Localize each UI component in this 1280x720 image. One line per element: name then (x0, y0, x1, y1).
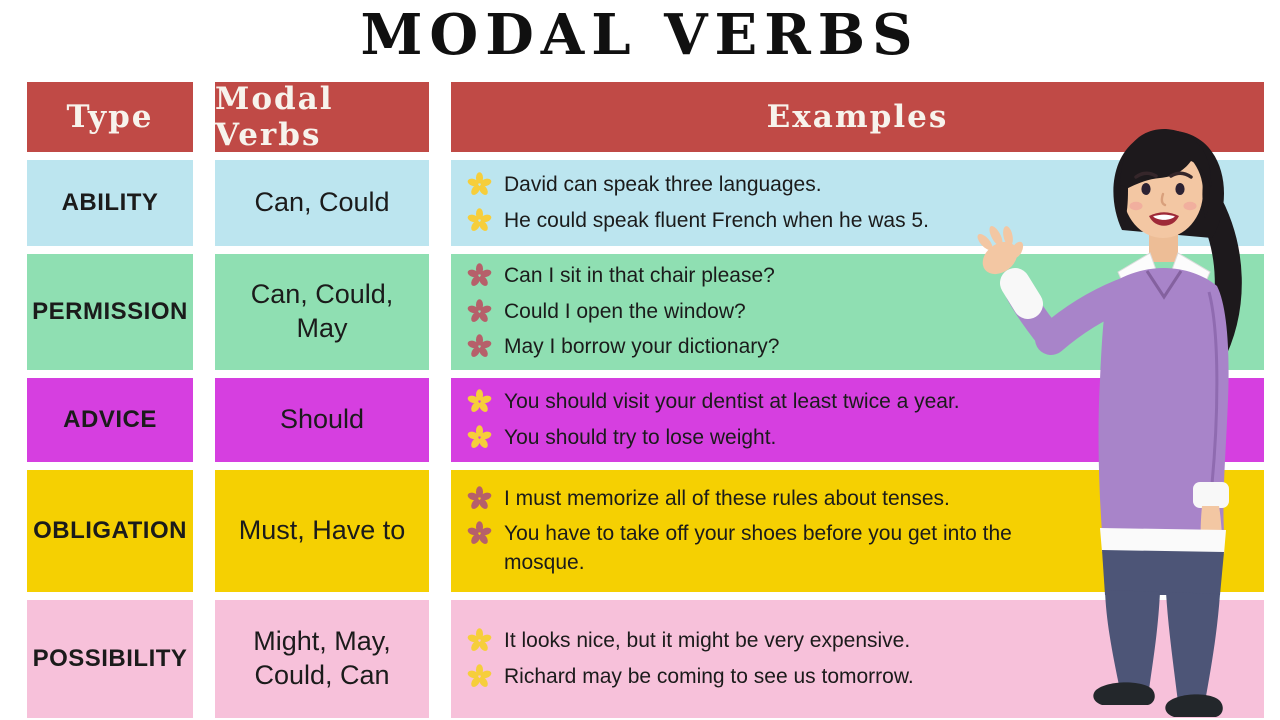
modals-cell-possibility: Might, May, Could, Can (215, 600, 429, 718)
example-text: You have to take off your shoes before y… (504, 522, 1012, 574)
page-title: MODAL VERBS (360, 2, 920, 68)
examples-cell-permission: Can I sit in that chair please? Could I … (451, 254, 1264, 370)
flower-bullet-icon (467, 628, 492, 653)
example-text: David can speak three languages. (504, 173, 822, 197)
example-text: It looks nice, but it might be very expe… (504, 629, 911, 653)
type-cell-ability: ABILITY (27, 160, 193, 246)
example-text: Richard may be coming to see us tomorrow… (504, 664, 914, 688)
type-cell-possibility: POSSIBILITY (27, 600, 193, 718)
header-modal-verbs: Modal Verbs (215, 81, 429, 153)
flower-bullet-icon (467, 486, 492, 511)
flower-bullet-icon (467, 334, 492, 359)
examples-cell-ability: David can speak three languages. He coul… (451, 160, 1264, 246)
example-text: You should visit your dentist at least t… (504, 390, 960, 414)
modals-cell-permission: Can, Could, May (215, 254, 429, 370)
flower-bullet-icon (467, 263, 492, 288)
flower-bullet-icon (467, 172, 492, 197)
modals-cell-ability: Can, Could (215, 160, 429, 246)
header-examples: Examples (451, 82, 1264, 152)
example-item: It looks nice, but it might be very expe… (467, 627, 1254, 655)
flower-bullet-icon (467, 389, 492, 414)
example-item: Richard may be coming to see us tomorrow… (467, 663, 1254, 691)
example-item: Could I open the window? (467, 298, 1254, 326)
flower-bullet-icon (467, 208, 492, 233)
type-cell-obligation: OBLIGATION (27, 470, 193, 592)
example-item: May I borrow your dictionary? (467, 333, 1254, 361)
example-text: May I borrow your dictionary? (504, 335, 780, 359)
example-text: Can I sit in that chair please? (504, 264, 775, 288)
example-item: I must memorize all of these rules about… (467, 485, 1254, 513)
example-text: You should try to lose weight. (504, 425, 777, 449)
example-item: He could speak fluent French when he was… (467, 207, 1254, 235)
example-item: David can speak three languages. (467, 171, 1254, 199)
examples-cell-possibility: It looks nice, but it might be very expe… (451, 600, 1264, 718)
example-text: Could I open the window? (504, 299, 746, 323)
type-cell-permission: PERMISSION (27, 254, 193, 370)
header-type: Type (27, 82, 193, 152)
modals-cell-obligation: Must, Have to (215, 470, 429, 592)
example-item: You should try to lose weight. (467, 424, 1254, 452)
example-text: He could speak fluent French when he was… (504, 208, 929, 232)
flower-bullet-icon (467, 521, 492, 546)
flower-bullet-icon (467, 299, 492, 324)
example-item: Can I sit in that chair please? (467, 262, 1254, 290)
example-text: I must memorize all of these rules about… (504, 486, 950, 510)
flower-bullet-icon (467, 425, 492, 450)
modal-verbs-table: Type Modal Verbs Examples ABILITY Can, C… (27, 81, 1264, 718)
example-item: You have to take off your shoes before y… (467, 520, 1254, 577)
modals-cell-advice: Should (215, 378, 429, 462)
examples-cell-obligation: I must memorize all of these rules about… (451, 470, 1264, 592)
flower-bullet-icon (467, 664, 492, 689)
example-item: You should visit your dentist at least t… (467, 388, 1254, 416)
type-cell-advice: ADVICE (27, 378, 193, 462)
examples-cell-advice: You should visit your dentist at least t… (451, 378, 1264, 462)
